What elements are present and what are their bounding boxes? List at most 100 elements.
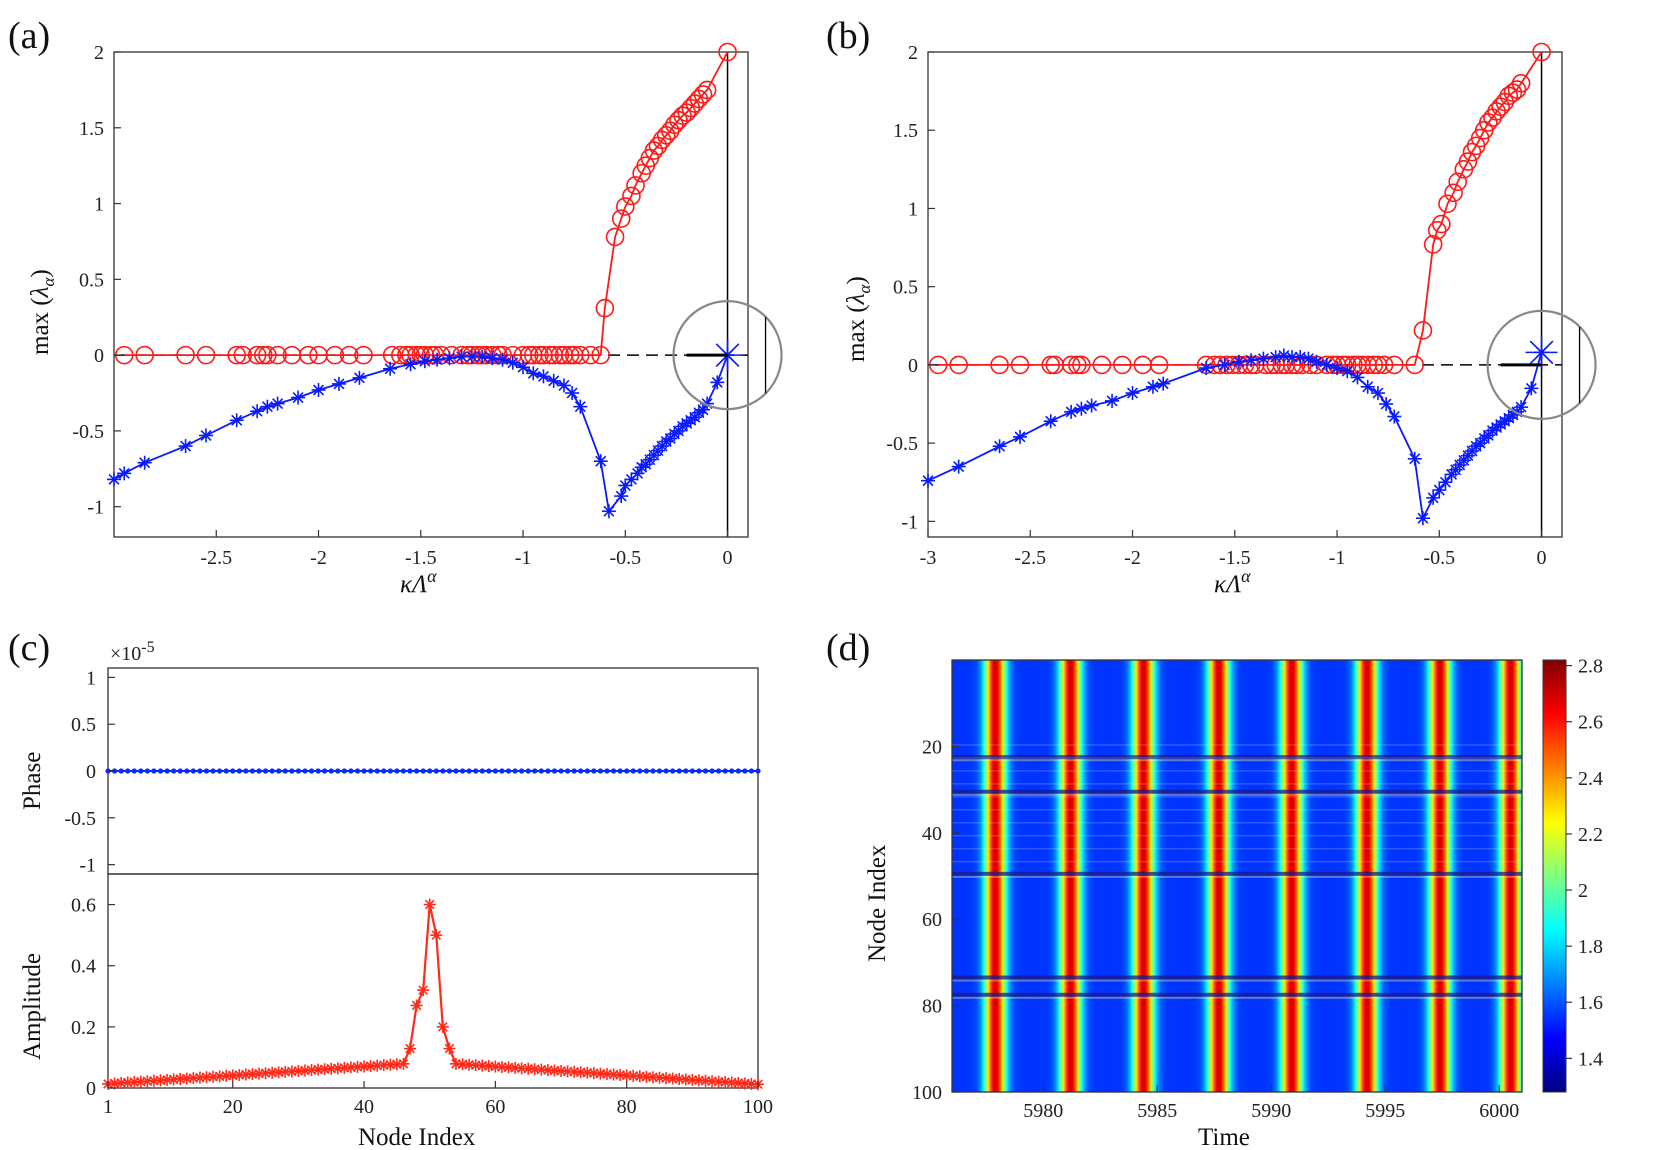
a-highlight-circle: [672, 300, 783, 411]
a-star-point: [403, 357, 418, 372]
panel-a-frame: [113, 51, 749, 538]
a-circle-point: [268, 345, 287, 365]
b-star-point: [1415, 511, 1430, 526]
b-circle-point: [1532, 42, 1551, 62]
c-phase-point: [269, 768, 275, 774]
c-phase-point: [446, 768, 453, 774]
c-phase-point: [683, 768, 689, 774]
c-phase-point: [564, 768, 571, 774]
panel-c-amplitude-ylabel: Amplitude: [19, 953, 46, 1060]
a-circle-point: [718, 42, 737, 62]
a-star-point: [430, 352, 445, 367]
a-circle-point: [581, 345, 600, 365]
b-star-point: [1370, 386, 1385, 401]
colorbar-tick-label: 1.4: [1578, 1048, 1603, 1070]
c-amplitude-point: [404, 1042, 417, 1055]
b-xtick-label: -1: [1329, 547, 1346, 569]
a-xtick-label: -2: [310, 547, 327, 569]
b-circle-point: [1458, 152, 1478, 171]
c-amplitude-ytick-label: 0.4: [71, 956, 96, 978]
c-phase-point: [230, 768, 236, 774]
a-circle-point: [560, 345, 580, 365]
c-phase-point: [742, 768, 748, 774]
c-phase-point: [256, 768, 262, 774]
c-phase-point: [144, 768, 150, 774]
c-xtick-label: 60: [485, 1096, 505, 1118]
b-star-point: [1064, 404, 1079, 419]
b-circle-point: [1112, 355, 1132, 375]
panel-b-chart: -3 -2.5 -2 -1.5 -1 -0.5 0 -1 -0.5 0 0.5 1 1.5 2 κΛα m…: [843, 42, 1597, 598]
c-phase-point: [341, 768, 347, 774]
a-circle-point: [247, 345, 267, 365]
d-xtick-label: 5995: [1365, 1100, 1405, 1122]
a-ytick-label: 1.5: [79, 118, 104, 140]
a-xtick-label: -2.5: [200, 547, 232, 569]
c-phase-point: [295, 768, 302, 774]
c-phase-point: [328, 768, 334, 774]
heatmap-dark-row: [952, 755, 1522, 760]
panel-d-frame: [951, 659, 1523, 1093]
a-star-point: [250, 404, 265, 419]
c-phase-point: [276, 768, 282, 774]
c-amplitude-point: [285, 1065, 298, 1078]
b-star-point: [1244, 353, 1259, 368]
c-phase-point: [696, 768, 702, 774]
a-star-point: [137, 455, 152, 470]
c-phase-point: [492, 768, 498, 774]
b-circle-point: [1061, 355, 1081, 375]
a-circle-point: [421, 345, 441, 365]
colorbar-tick-label: 2.2: [1578, 824, 1603, 846]
c-phase-point: [558, 768, 564, 774]
c-phase-point: [591, 768, 597, 774]
b-star-point: [1199, 361, 1214, 376]
a-circle-point: [626, 176, 645, 195]
c-phase-point: [282, 768, 288, 774]
heatmap-row-stripe: [952, 757, 1522, 759]
heatmap-row-stripe: [952, 770, 1522, 772]
a-star-point: [260, 399, 275, 414]
c-phase-point: [689, 768, 695, 774]
c-phase-point: [368, 768, 374, 774]
b-circle-point: [1432, 214, 1451, 234]
b-star-point: [1432, 483, 1447, 498]
c-phase-point: [755, 768, 761, 774]
c-phase-point: [702, 768, 709, 774]
a-circle-point: [354, 345, 373, 365]
b-circle-point: [1438, 194, 1457, 214]
a-star-point: [475, 349, 490, 364]
c-xtick-label: 80: [617, 1096, 637, 1118]
b-star-point: [1319, 357, 1334, 372]
a-star-point: [710, 375, 725, 390]
heatmap-dark-row: [952, 975, 1522, 980]
a-ytick-label: -1: [87, 497, 104, 519]
heatmap-row-stripe: [952, 847, 1522, 850]
c-amplitude-point: [436, 1020, 449, 1033]
a-circle-point: [697, 80, 717, 100]
b-circle-point: [1444, 183, 1463, 203]
c-phase-point: [630, 768, 636, 774]
c-phase-point: [322, 768, 328, 774]
c-phase-ytick-label: -1: [79, 855, 96, 877]
c-phase-point: [525, 768, 531, 774]
b-star-point: [1426, 490, 1441, 505]
panel-a-xlabel: κΛα: [400, 566, 437, 598]
b-star-point: [1217, 357, 1232, 372]
d-xtick-label: 5990: [1251, 1100, 1291, 1122]
a-star-point: [229, 413, 244, 428]
a-star-point: [495, 352, 510, 367]
b-star-point: [1340, 364, 1355, 379]
a-star-point: [352, 370, 367, 385]
colorbar-tick-label: 1.6: [1578, 992, 1603, 1014]
b-ytick-label: 0.5: [893, 277, 918, 299]
colorbar-tick-label: 2.8: [1578, 656, 1603, 678]
b-circle-point: [1413, 321, 1433, 340]
c-phase-point: [210, 768, 216, 774]
b-star-point: [1256, 351, 1271, 366]
c-phase-point: [656, 768, 663, 774]
c-phase-point: [650, 768, 656, 774]
b-star-point: [1360, 379, 1375, 394]
c-phase-point: [394, 768, 400, 774]
a-star-point: [442, 351, 457, 366]
a-star-point: [311, 382, 326, 397]
b-star-point: [1074, 401, 1089, 416]
